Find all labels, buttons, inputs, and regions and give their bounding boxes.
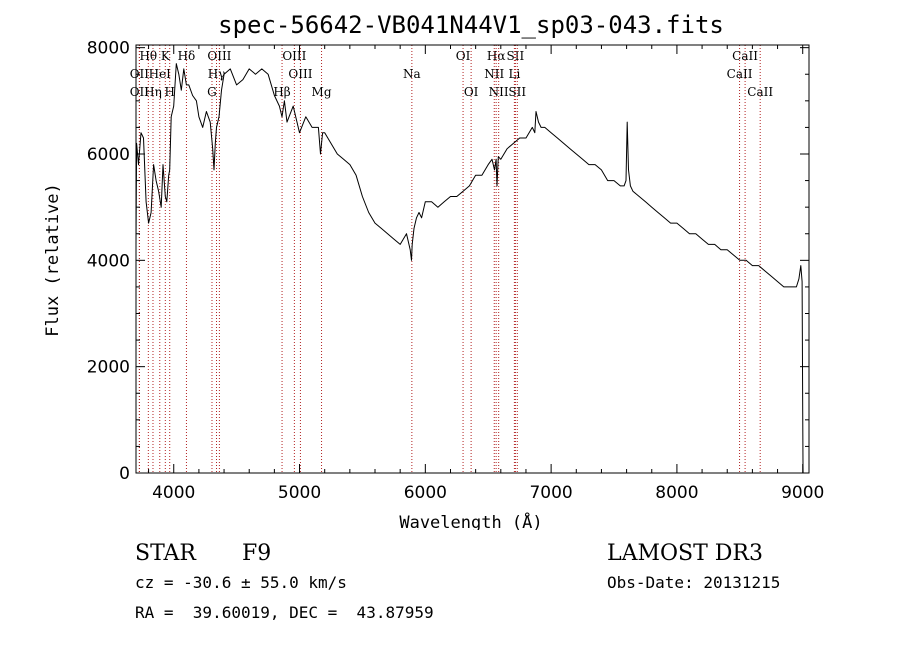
spectral-line-label: OI	[464, 85, 479, 99]
spectral-line-label: SII	[508, 85, 526, 99]
spectral-line-label: CaII	[732, 49, 758, 63]
spectrum-data	[135, 63, 804, 474]
spectral-line-label: OIII	[288, 67, 312, 81]
spectrum-chart: spec-56642-VB041N44V1_sp03-043.fits Wave…	[43, 11, 825, 530]
x-tick-label: 7000	[529, 483, 572, 503]
x-axis-label: Wavelength (Å)	[399, 511, 542, 530]
spectral-line-label: CaII	[747, 85, 773, 99]
survey-name: LAMOST DR3	[607, 541, 763, 566]
spectral-line-label: NII	[489, 85, 509, 99]
spectral-line-label: K	[161, 49, 171, 63]
ra-dec: RA = 39.60019, DEC = 43.87959	[135, 603, 434, 622]
redshift-cz: cz = -30.6 ± 55.0 km/s	[135, 573, 347, 592]
spectral-line-label: Hθ	[139, 49, 157, 63]
y-tick-label: 6000	[87, 145, 130, 165]
spectral-line-label: Hη	[144, 85, 162, 99]
spectral-line-label: Li	[508, 67, 520, 81]
spectral-line-label: H	[164, 85, 174, 99]
y-tick-label: 2000	[87, 358, 130, 378]
spectral-line-label: HeI	[149, 67, 172, 81]
spectral-line-label: NII	[484, 67, 504, 81]
object-subclass: F9	[242, 541, 272, 566]
spectral-line-label: G	[207, 85, 217, 99]
y-tick-label: 4000	[87, 251, 130, 271]
spectral-line-label: OI	[456, 49, 471, 63]
chart-title: spec-56642-VB041N44V1_sp03-043.fits	[218, 11, 724, 39]
spectral-line-label: Na	[403, 67, 421, 81]
spectral-line-label: Hα	[487, 49, 506, 63]
y-tick-label: 0	[119, 464, 130, 484]
spectrum-line	[135, 63, 804, 474]
x-tick-label: 6000	[404, 483, 447, 503]
spectral-line-markers: HθKHδOIIHeIOIIHηHOIIIHγGOIIIOIIIHβMgNaOI…	[130, 45, 773, 473]
spectral-line-label: Mg	[312, 85, 332, 99]
object-class: STAR	[135, 541, 196, 566]
spectral-line-label: CaII	[727, 67, 753, 81]
spectral-line-label: OIII	[207, 49, 231, 63]
x-tick-label: 9000	[781, 483, 824, 503]
obs-date: Obs-Date: 20131215	[607, 573, 781, 592]
x-tick-label: 4000	[152, 483, 195, 503]
axes: 4000 5000 6000 7000 8000 9000 0 2000 4000 6000 800…	[87, 39, 825, 503]
spectral-line-label: OII	[130, 85, 150, 99]
spectral-line-label: OIII	[282, 49, 306, 63]
spectral-line-label: SII	[507, 49, 525, 63]
spectral-line-label: Hβ	[273, 85, 290, 99]
spectral-line-label: Hδ	[178, 49, 196, 63]
x-tick-label: 5000	[278, 483, 321, 503]
y-axis-label: Flux (relative)	[43, 183, 63, 337]
x-tick-label: 8000	[655, 483, 698, 503]
plot-frame	[135, 44, 810, 474]
spectral-line-label: Hγ	[208, 67, 226, 81]
y-tick-label: 8000	[87, 39, 130, 59]
